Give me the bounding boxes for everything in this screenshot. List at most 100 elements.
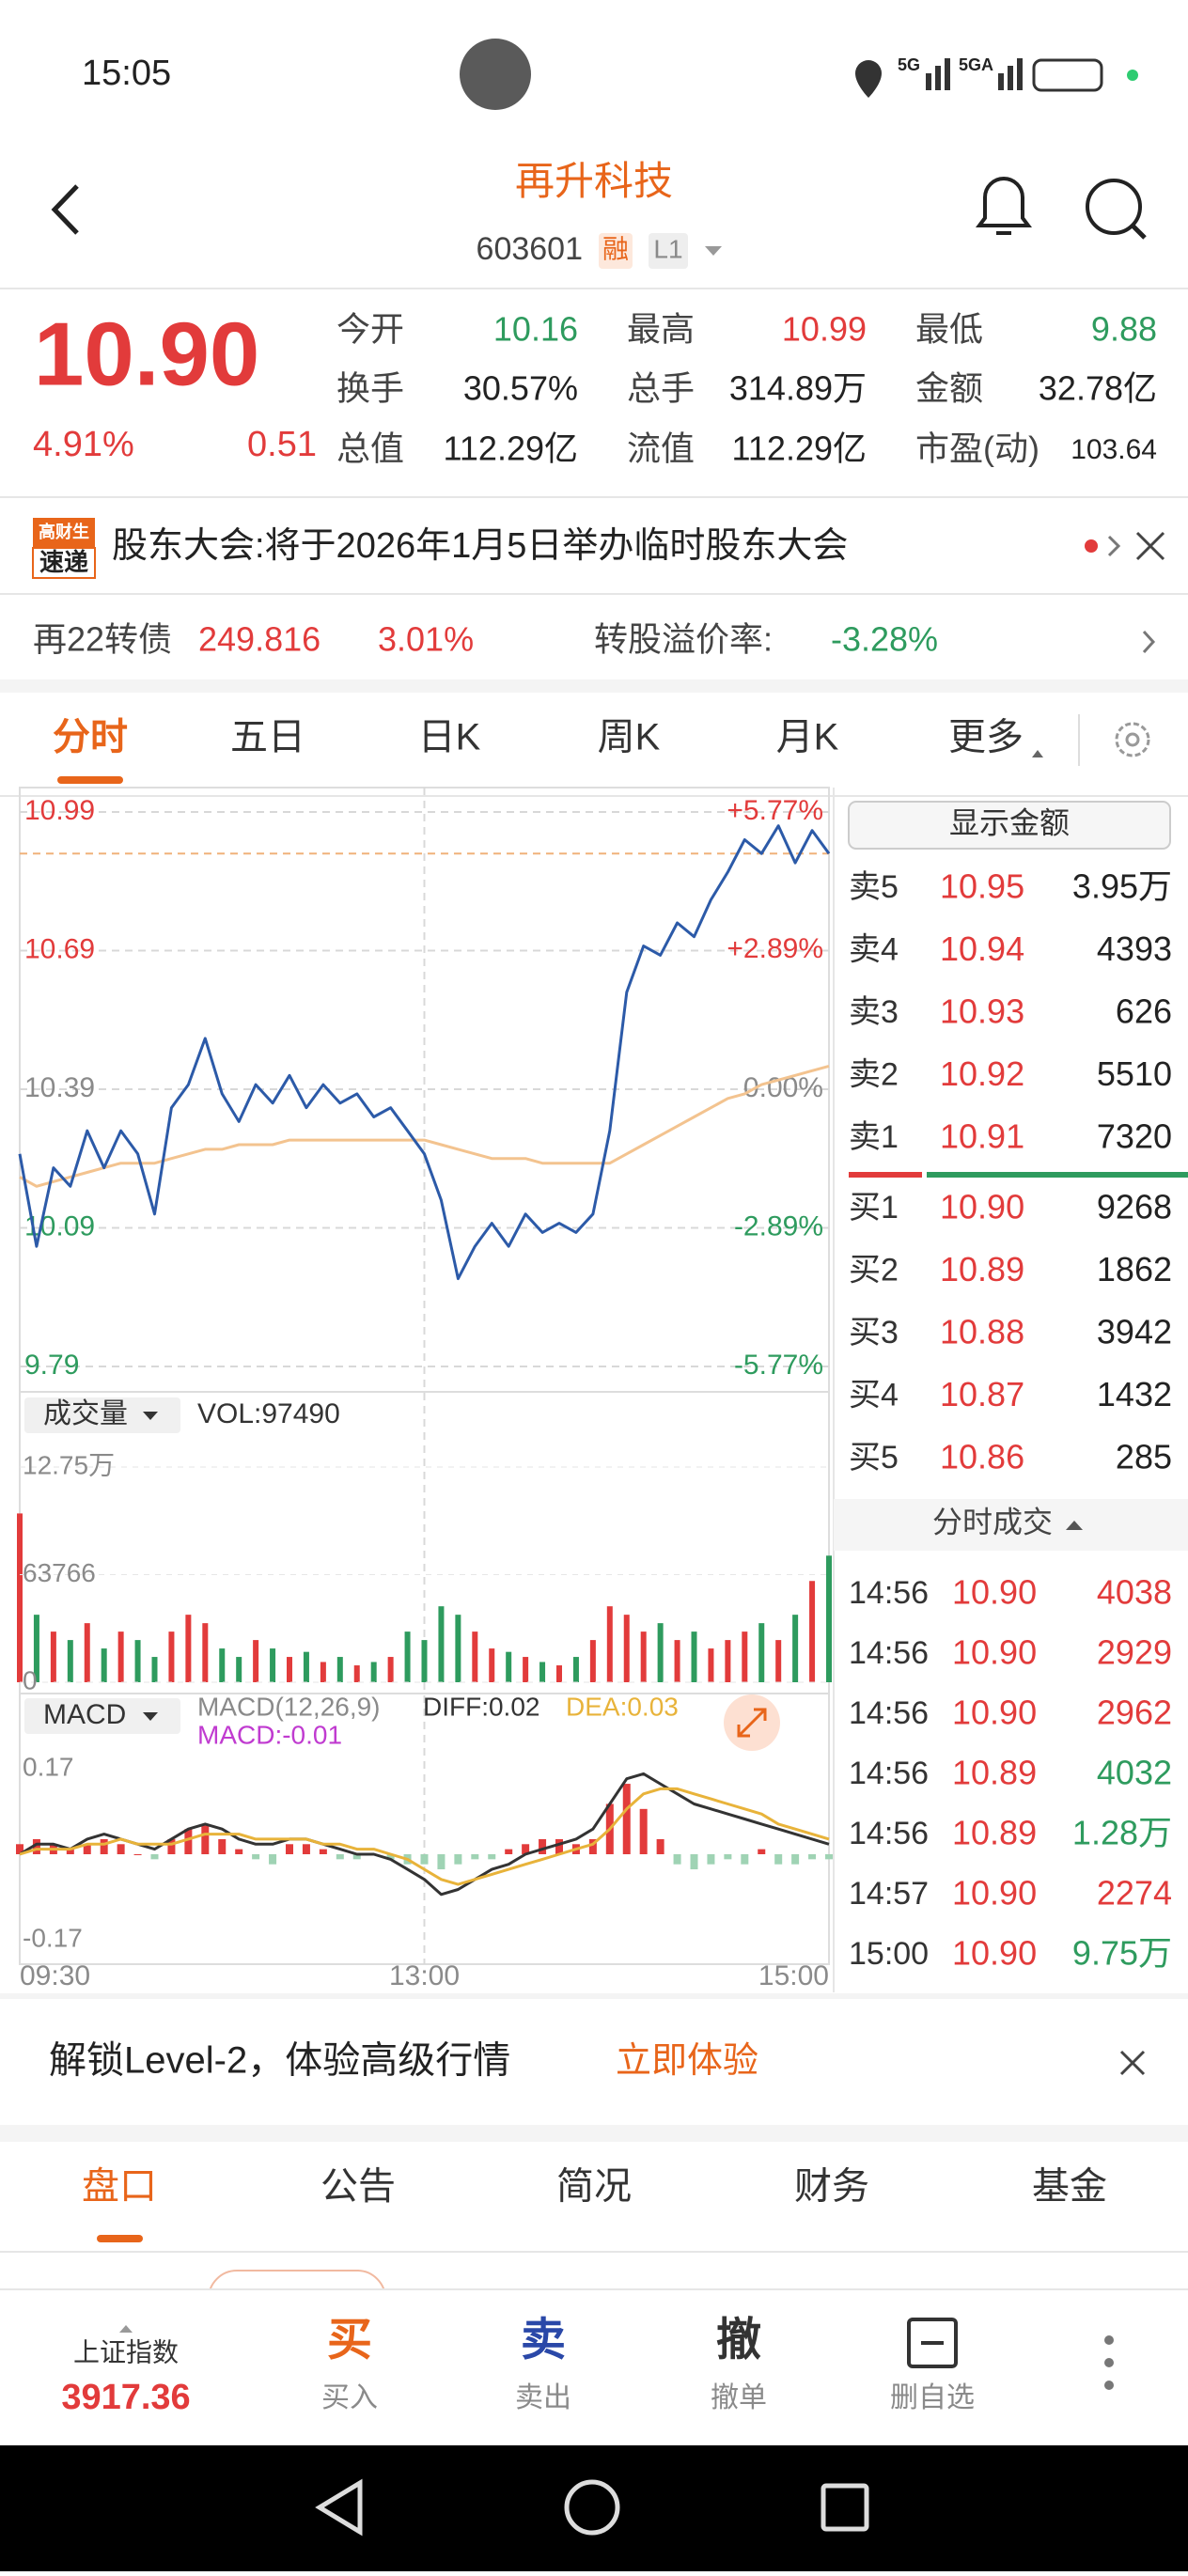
field-label: 总手 bbox=[627, 369, 695, 408]
info-tab[interactable]: 公告 bbox=[320, 2166, 396, 2208]
change: 0.51 bbox=[247, 425, 317, 464]
bid-bar bbox=[927, 1172, 1188, 1178]
book-level: 买2 bbox=[849, 1252, 899, 1288]
volume-bar bbox=[236, 1657, 242, 1682]
book-volume: 285 bbox=[1116, 1438, 1172, 1476]
dropdown-icon[interactable] bbox=[705, 246, 722, 256]
macd-bar bbox=[741, 1854, 749, 1865]
bond-more[interactable] bbox=[1142, 630, 1156, 654]
chart-tab[interactable]: 日K bbox=[418, 717, 481, 758]
book-level: 卖3 bbox=[849, 994, 899, 1030]
info-tab[interactable]: 基金 bbox=[1032, 2166, 1107, 2208]
trade-volume: 9.75万 bbox=[1072, 1934, 1172, 1973]
macd-bar bbox=[269, 1854, 277, 1865]
back-button[interactable] bbox=[51, 184, 79, 235]
menu-button[interactable] bbox=[1104, 2335, 1114, 2390]
expand-button[interactable] bbox=[724, 1694, 780, 1751]
volume-bar bbox=[556, 1665, 562, 1682]
volume-bar bbox=[270, 1648, 276, 1682]
trade-price: 10.89 bbox=[952, 1754, 1037, 1792]
book-price: 10.94 bbox=[940, 929, 1024, 968]
promo-close[interactable] bbox=[1119, 2050, 1146, 2076]
volume-bar bbox=[421, 1640, 428, 1682]
chart-tab[interactable]: 五日 bbox=[230, 717, 305, 758]
macd-params: MACD(12,26,9) bbox=[197, 1692, 381, 1721]
volume-bar bbox=[84, 1623, 90, 1682]
field-value: 112.29亿 bbox=[444, 429, 578, 468]
y-tick-label: 0 bbox=[23, 1665, 38, 1694]
badge-bottom: 速递 bbox=[39, 548, 88, 576]
news-close[interactable] bbox=[1135, 531, 1165, 561]
chart-tab[interactable]: 周K bbox=[598, 717, 661, 758]
volume-bar bbox=[826, 1555, 832, 1682]
volume-bar bbox=[17, 1513, 23, 1682]
macd-bar bbox=[471, 1854, 479, 1860]
watchlist-icon[interactable] bbox=[907, 2318, 958, 2368]
action-label[interactable]: 撤单 bbox=[711, 2382, 767, 2413]
badge-bottom-bg bbox=[32, 547, 96, 579]
amount-toggle[interactable] bbox=[848, 801, 1171, 850]
network-label: 5GA bbox=[959, 55, 993, 74]
volume-bar bbox=[539, 1662, 546, 1682]
volume-bar bbox=[336, 1657, 343, 1682]
search-button[interactable] bbox=[1086, 179, 1147, 240]
field-label: 换手 bbox=[336, 369, 404, 408]
action-label[interactable]: 删自选 bbox=[890, 2382, 975, 2413]
index-name: 上证指数 bbox=[73, 2337, 179, 2366]
x-tick-label: 15:00 bbox=[758, 1960, 829, 1991]
chart-tab[interactable]: 月K bbox=[776, 717, 839, 758]
volume-selector-label[interactable]: 成交量 bbox=[43, 1398, 128, 1429]
y-tick-label: 63766 bbox=[23, 1558, 96, 1587]
last-price: 10.90 bbox=[34, 304, 259, 404]
trade-volume: 4038 bbox=[1097, 1573, 1172, 1612]
tab-indicator bbox=[57, 776, 123, 784]
nav-recent[interactable] bbox=[821, 2483, 869, 2532]
settings-button[interactable] bbox=[1115, 722, 1150, 757]
premium-value: -3.28% bbox=[831, 620, 938, 659]
bond-price: 249.816 bbox=[198, 620, 320, 659]
volume-bar bbox=[303, 1651, 309, 1682]
nav-back[interactable] bbox=[315, 2478, 363, 2537]
amount-toggle-label[interactable]: 显示金额 bbox=[949, 805, 1070, 839]
info-tab[interactable]: 盘口 bbox=[82, 2166, 157, 2208]
volume-bar bbox=[101, 1648, 107, 1682]
premium-label: 转股溢价率: bbox=[594, 620, 773, 659]
y-tick-label: 10.99 bbox=[24, 795, 95, 826]
x-tick-label: 13:00 bbox=[389, 1960, 460, 1991]
volume-selector[interactable] bbox=[24, 1397, 180, 1433]
info-tab[interactable]: 财务 bbox=[794, 2166, 869, 2208]
margin-tag: 融 bbox=[602, 234, 629, 263]
macd-bar bbox=[150, 1854, 159, 1860]
promo-action[interactable]: 立即体验 bbox=[616, 2041, 758, 2081]
volume-bar bbox=[67, 1640, 73, 1682]
info-tab[interactable]: 简况 bbox=[556, 2166, 632, 2208]
volume-bar bbox=[708, 1648, 714, 1682]
trades-title[interactable]: 分时成交 bbox=[932, 1505, 1053, 1538]
chart-tab[interactable]: 分时 bbox=[53, 717, 128, 758]
location-icon bbox=[855, 60, 882, 98]
macd-selector-label[interactable]: MACD bbox=[43, 1699, 126, 1730]
trade-price: 10.90 bbox=[952, 1934, 1037, 1973]
nav-home[interactable] bbox=[564, 2479, 620, 2536]
action-icon[interactable]: 撤 bbox=[716, 2316, 761, 2365]
y2-tick-label: -5.77% bbox=[734, 1350, 823, 1381]
bell-button[interactable] bbox=[976, 177, 1032, 235]
macd-selector[interactable] bbox=[24, 1698, 180, 1734]
action-label[interactable]: 卖出 bbox=[515, 2382, 571, 2413]
news-text[interactable]: 股东大会:将于2026年1月5日举办临时股东大会 bbox=[112, 526, 848, 566]
action-icon[interactable]: 卖 bbox=[521, 2316, 566, 2365]
action-label[interactable]: 买入 bbox=[321, 2382, 378, 2413]
stock-code: 603601 bbox=[477, 231, 583, 267]
volume-bar bbox=[353, 1665, 360, 1682]
book-level: 卖2 bbox=[849, 1056, 899, 1092]
macd-bar bbox=[32, 1838, 40, 1854]
news-more[interactable] bbox=[1107, 535, 1121, 557]
chart-tab[interactable]: 更多 bbox=[948, 717, 1024, 758]
action-icon[interactable]: 买 bbox=[327, 2316, 372, 2365]
dea-label: DEA:0.03 bbox=[566, 1692, 679, 1721]
diff-label: DIFF:0.02 bbox=[423, 1692, 539, 1721]
volume-bar bbox=[489, 1648, 495, 1682]
trade-time: 14:57 bbox=[849, 1876, 929, 1912]
y-tick-label: 10.69 bbox=[24, 933, 95, 964]
